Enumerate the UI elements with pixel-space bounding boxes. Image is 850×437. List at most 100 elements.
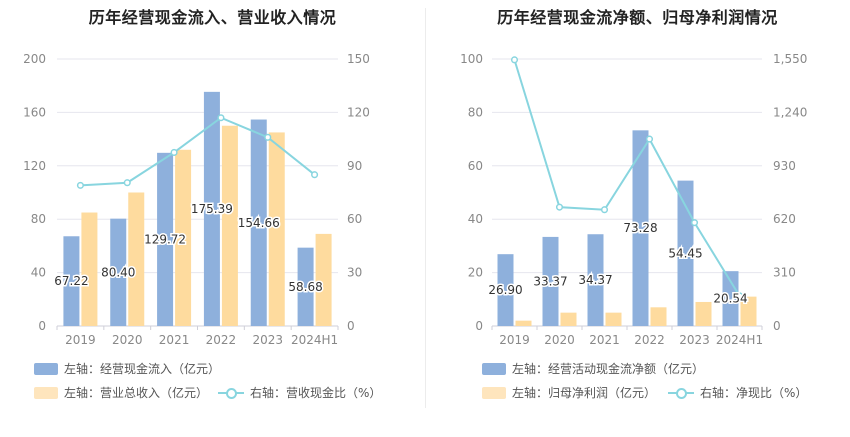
legend-item-ratio[interactable]: 右轴：营收现金比（%） xyxy=(218,384,381,401)
y-tick-label-right: 1,550 xyxy=(773,52,807,66)
bar-yellow xyxy=(560,312,577,326)
bar-data-label: 58.68 xyxy=(288,280,322,294)
line-point xyxy=(555,203,564,211)
x-tick-label: 2019 xyxy=(65,333,96,347)
legend-label: 右轴：营收现金比（%） xyxy=(250,386,382,400)
x-tick-label: 2020 xyxy=(544,333,575,347)
panel-divider xyxy=(425,8,426,408)
bar-data-label: 26.90 xyxy=(488,283,522,297)
bar-yellow xyxy=(515,320,532,326)
legend-label: 左轴：营业总收入（亿元） xyxy=(64,386,209,400)
chart-title: 历年经营现金流净额、归母净利润情况 xyxy=(497,8,778,27)
y-tick-label-left: 0 xyxy=(475,319,483,333)
y-tick-label-right: 310 xyxy=(773,266,796,280)
bar-data-label: 154.66 xyxy=(238,216,280,230)
legend-swatch-blue xyxy=(34,362,58,375)
right-chart-panel: 历年经营现金流净额、归母净利润情况 0 0 20 310 40 620 60 930 80 1,2… xyxy=(425,0,850,437)
bar-yellow xyxy=(221,125,238,326)
bar-yellow xyxy=(128,192,145,326)
line-point xyxy=(600,206,609,214)
y-tick-label-left: 200 xyxy=(23,52,46,66)
x-tick-label: 2019 xyxy=(499,333,530,347)
x-tick-label: 2022 xyxy=(634,333,665,347)
line-point xyxy=(170,148,178,156)
bar-yellow xyxy=(81,212,98,326)
legend-swatch-yellow xyxy=(34,386,58,399)
bar-yellow xyxy=(650,307,667,326)
bar-blue xyxy=(157,152,174,326)
y-tick-label-left: 120 xyxy=(23,159,46,173)
legend-item-revenue[interactable]: 左轴：营业总收入（亿元） xyxy=(34,384,208,401)
line-point xyxy=(690,219,699,227)
legend-label: 左轴：归母净利润（亿元） xyxy=(512,386,657,400)
bar-blue xyxy=(632,130,649,326)
legend-item-net-cash[interactable]: 左轴：经营活动现金流净额（亿元） xyxy=(482,360,704,377)
y-tick-label-left: 0 xyxy=(38,319,46,333)
x-tick-label: 2024H1 xyxy=(716,333,763,347)
line-point xyxy=(264,133,272,141)
y-tick-label-left: 80 xyxy=(468,105,483,119)
y-tick-label-right: 620 xyxy=(773,212,796,226)
bar-blue xyxy=(677,180,694,326)
x-tick-label: 2021 xyxy=(589,333,620,347)
legend-item-cash-inflow[interactable]: 左轴：经营现金流入（亿元） xyxy=(34,360,220,377)
bar-yellow xyxy=(175,149,192,326)
line-point xyxy=(217,114,225,122)
y-tick-label-right: 120 xyxy=(347,105,370,119)
left-chart-svg: 0 0 40 30 80 60 120 90 160 120 200 150 2019 2020 2021 2… xyxy=(23,52,370,347)
x-tick-label: 2024H1 xyxy=(291,333,338,347)
bar-blue xyxy=(63,236,80,326)
y-tick-label-left: 60 xyxy=(468,159,483,173)
right-chart-svg: 0 0 20 310 40 620 60 930 80 1,240 100 1,550 2019 2020… xyxy=(460,52,807,347)
bar-data-label: 129.72 xyxy=(144,232,186,246)
y-tick-label-right: 30 xyxy=(347,266,362,280)
legend-swatch-blue xyxy=(482,362,506,375)
legend-item-net-profit[interactable]: 左轴：归母净利润（亿元） xyxy=(482,384,656,401)
line-point xyxy=(645,135,654,143)
bar-blue xyxy=(203,91,220,327)
bar-blue xyxy=(587,234,604,326)
legend-swatch-yellow xyxy=(482,386,506,399)
legend-line-icon xyxy=(218,387,244,399)
bar-data-label: 67.22 xyxy=(54,274,88,288)
bar-blue xyxy=(297,247,314,326)
y-tick-label-left: 160 xyxy=(23,105,46,119)
line-point xyxy=(76,181,84,189)
left-chart-panel: 历年经营现金流入、营业收入情况 0 0 40 30 80 60 120 90 160 120 200… xyxy=(23,8,381,401)
y-tick-label-right: 90 xyxy=(347,159,362,173)
legend-line-icon xyxy=(668,387,694,399)
y-tick-label-right: 1,240 xyxy=(773,105,807,119)
x-tick-label: 2023 xyxy=(679,333,710,347)
bar-blue xyxy=(497,254,514,326)
x-tick-label: 2021 xyxy=(159,333,190,347)
y-tick-label-right: 60 xyxy=(347,212,362,226)
bar-yellow xyxy=(695,301,712,326)
y-tick-label-right: 0 xyxy=(773,319,781,333)
legend-item-cash-ratio[interactable]: 右轴：净现比（%） xyxy=(668,384,807,401)
legend-label: 左轴：经营现金流入（亿元） xyxy=(64,362,221,376)
bar-data-label: 20.54 xyxy=(713,292,747,306)
y-tick-label-left: 80 xyxy=(31,212,46,226)
line-point xyxy=(510,56,519,64)
bar-data-label: 54.45 xyxy=(668,246,702,260)
line-point xyxy=(735,292,744,300)
x-tick-label: 2022 xyxy=(206,333,237,347)
legend-label: 右轴：净现比（%） xyxy=(700,386,808,400)
y-tick-label-right: 150 xyxy=(347,52,370,66)
bar-data-label: 33.37 xyxy=(533,274,567,288)
bar-yellow xyxy=(740,296,757,326)
bar-data-label: 80.40 xyxy=(101,265,135,279)
y-tick-label-left: 100 xyxy=(460,52,483,66)
bar-yellow xyxy=(315,233,332,326)
bar-blue xyxy=(250,119,267,326)
bar-data-label: 34.37 xyxy=(578,273,612,287)
y-tick-label-left: 40 xyxy=(31,266,46,280)
y-tick-label-left: 20 xyxy=(468,266,483,280)
bar-blue xyxy=(542,236,559,326)
x-tick-label: 2023 xyxy=(252,333,283,347)
y-tick-label-right: 930 xyxy=(773,159,796,173)
bar-blue xyxy=(110,218,127,326)
line-point xyxy=(123,179,131,187)
ratio-line xyxy=(80,116,316,187)
chart-title: 历年经营现金流入、营业收入情况 xyxy=(88,8,337,27)
